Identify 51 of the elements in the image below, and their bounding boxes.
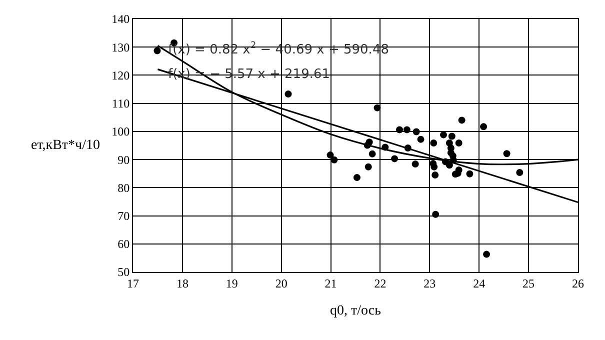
point [448,132,456,140]
point [503,150,510,158]
point [516,168,524,176]
point [353,174,360,182]
point [154,47,161,54]
point [430,163,438,170]
point [432,172,439,179]
point [396,126,404,134]
point [368,150,376,158]
y-tick-label: 130 [112,40,130,54]
x-tick-label: 18 [176,276,188,290]
y-tick-label: 120 [112,68,130,82]
point [330,156,338,164]
point [483,250,490,258]
y-tick-label: 70 [118,208,130,223]
point [417,136,424,143]
y-tick-label: 60 [118,237,130,252]
point [412,128,420,136]
point [412,160,419,168]
y-tick-label: 140 [112,12,130,26]
point [480,123,488,130]
point [432,210,440,218]
point [455,139,462,146]
y-tick-label: 110 [112,96,130,111]
point [284,90,292,98]
point [403,126,410,134]
y-tick-label: 50 [118,265,130,280]
x-tick-label: 17 [127,276,139,290]
x-tick-label: 25 [522,276,535,290]
x-tick-label: 19 [226,276,238,290]
x-tick-label: 23 [424,276,436,290]
point [374,104,381,112]
point [326,152,334,159]
x-tick-label: 21 [324,276,337,290]
y-tick-label: 80 [118,180,130,195]
point [446,162,453,169]
y-tick-label: 90 [118,152,130,167]
point [391,155,398,162]
point [440,131,448,138]
x-tick-label: 22 [374,276,386,290]
point [458,116,466,124]
point [454,170,462,177]
point [364,163,372,170]
x-axis-title: q0, т/ось [330,304,381,319]
y-axis-title: ет,кВт*ч/10 [31,138,100,153]
y-tick-label: 100 [112,124,130,139]
x-tick-label: 26 [572,276,584,290]
x-tick-label: 20 [275,276,288,290]
x-tick-label: 24 [473,276,486,290]
point [466,170,474,178]
point [430,139,438,146]
